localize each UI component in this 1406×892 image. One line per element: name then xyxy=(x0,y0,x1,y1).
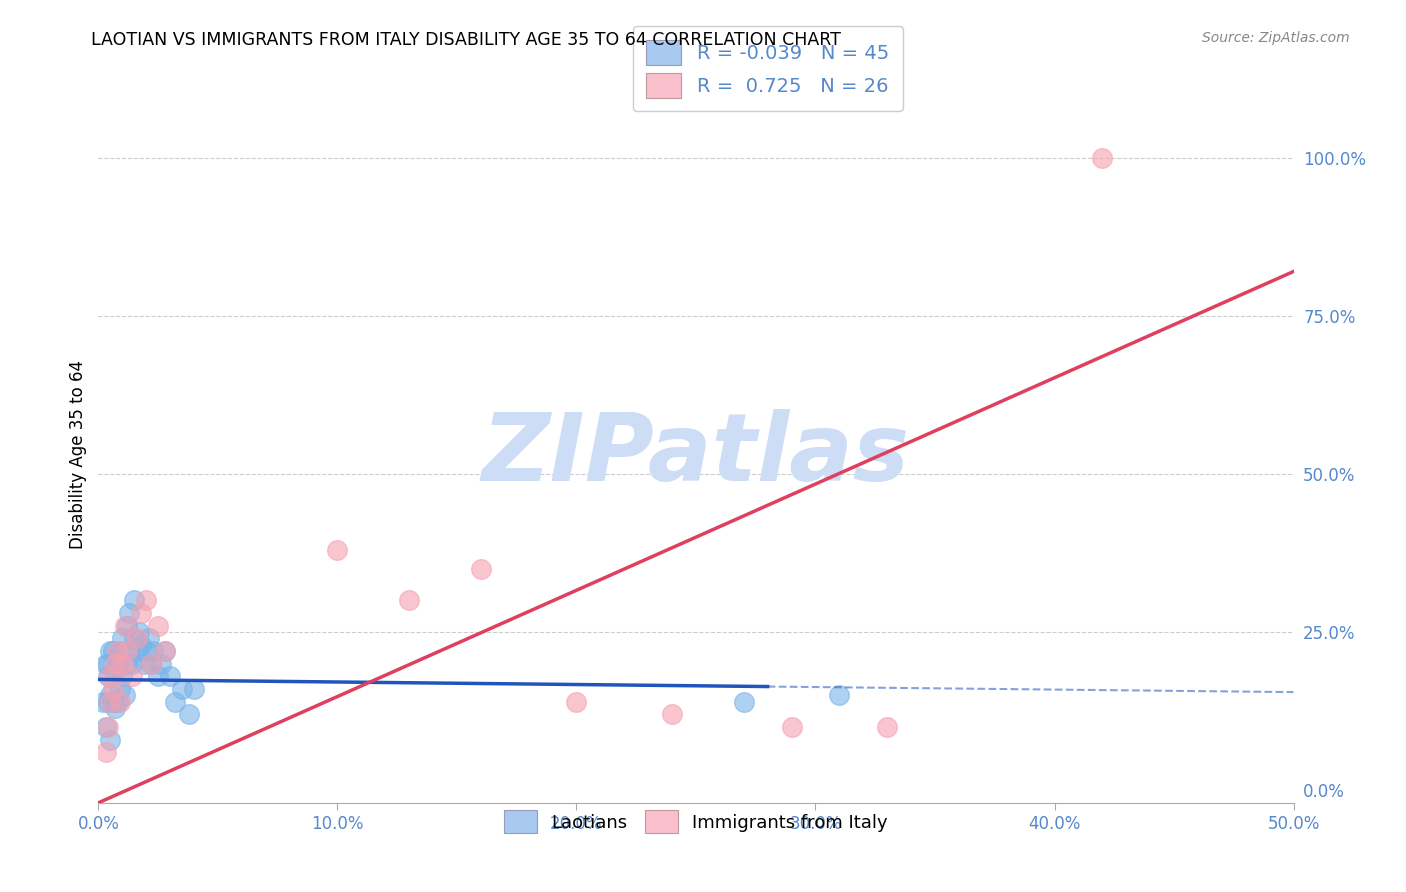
Point xyxy=(115,644,138,658)
Point xyxy=(91,695,114,709)
Point xyxy=(148,618,170,632)
Point xyxy=(114,618,136,632)
Point xyxy=(138,632,160,646)
Point xyxy=(101,644,124,658)
Point xyxy=(172,681,194,696)
Point xyxy=(142,644,165,658)
Point xyxy=(104,657,127,671)
Point xyxy=(98,732,122,747)
Point xyxy=(115,657,138,671)
Point xyxy=(780,720,803,734)
Point xyxy=(111,632,134,646)
Point xyxy=(98,695,122,709)
Point xyxy=(107,695,129,709)
Point xyxy=(108,644,131,658)
Point xyxy=(98,669,122,683)
Point xyxy=(125,644,148,658)
Text: Source: ZipAtlas.com: Source: ZipAtlas.com xyxy=(1202,31,1350,45)
Point xyxy=(108,681,131,696)
Y-axis label: Disability Age 35 to 64: Disability Age 35 to 64 xyxy=(69,360,87,549)
Point xyxy=(97,669,120,683)
Point xyxy=(97,695,120,709)
Point xyxy=(94,745,117,759)
Point xyxy=(118,644,141,658)
Point xyxy=(115,618,138,632)
Point xyxy=(139,657,162,671)
Point xyxy=(326,542,349,557)
Point xyxy=(118,606,141,620)
Point xyxy=(124,632,146,646)
Point xyxy=(565,695,588,709)
Point xyxy=(107,657,129,671)
Point xyxy=(128,625,150,640)
Point xyxy=(163,695,186,709)
Point xyxy=(107,644,129,658)
Legend: Laotians, Immigrants from Italy: Laotians, Immigrants from Italy xyxy=(495,801,897,842)
Point xyxy=(470,562,492,576)
Point xyxy=(98,644,122,658)
Point xyxy=(155,644,177,658)
Point xyxy=(111,669,134,683)
Point xyxy=(148,669,170,683)
Point xyxy=(159,669,181,683)
Point xyxy=(98,688,122,702)
Point xyxy=(114,688,136,702)
Point xyxy=(132,657,155,671)
Point xyxy=(121,669,143,683)
Text: ZIPatlas: ZIPatlas xyxy=(482,409,910,501)
Point xyxy=(1091,151,1114,165)
Point xyxy=(828,688,851,702)
Point xyxy=(108,695,131,709)
Point xyxy=(97,657,120,671)
Point xyxy=(661,707,683,722)
Point xyxy=(104,663,127,677)
Point xyxy=(135,593,157,607)
Point xyxy=(139,657,162,671)
Text: LAOTIAN VS IMMIGRANTS FROM ITALY DISABILITY AGE 35 TO 64 CORRELATION CHART: LAOTIAN VS IMMIGRANTS FROM ITALY DISABIL… xyxy=(91,31,841,49)
Point xyxy=(131,638,153,652)
Point xyxy=(149,657,172,671)
Point xyxy=(155,644,177,658)
Point xyxy=(101,695,124,709)
Point xyxy=(104,701,127,715)
Point xyxy=(125,632,148,646)
Point xyxy=(101,681,124,696)
Point xyxy=(876,720,898,734)
Point xyxy=(94,657,117,671)
Point xyxy=(94,720,117,734)
Point xyxy=(135,644,157,658)
Point xyxy=(97,720,120,734)
Point xyxy=(121,657,143,671)
Point xyxy=(183,681,205,696)
Point xyxy=(124,593,146,607)
Point xyxy=(111,657,134,671)
Point xyxy=(179,707,201,722)
Point xyxy=(398,593,420,607)
Point xyxy=(131,606,153,620)
Point xyxy=(733,695,755,709)
